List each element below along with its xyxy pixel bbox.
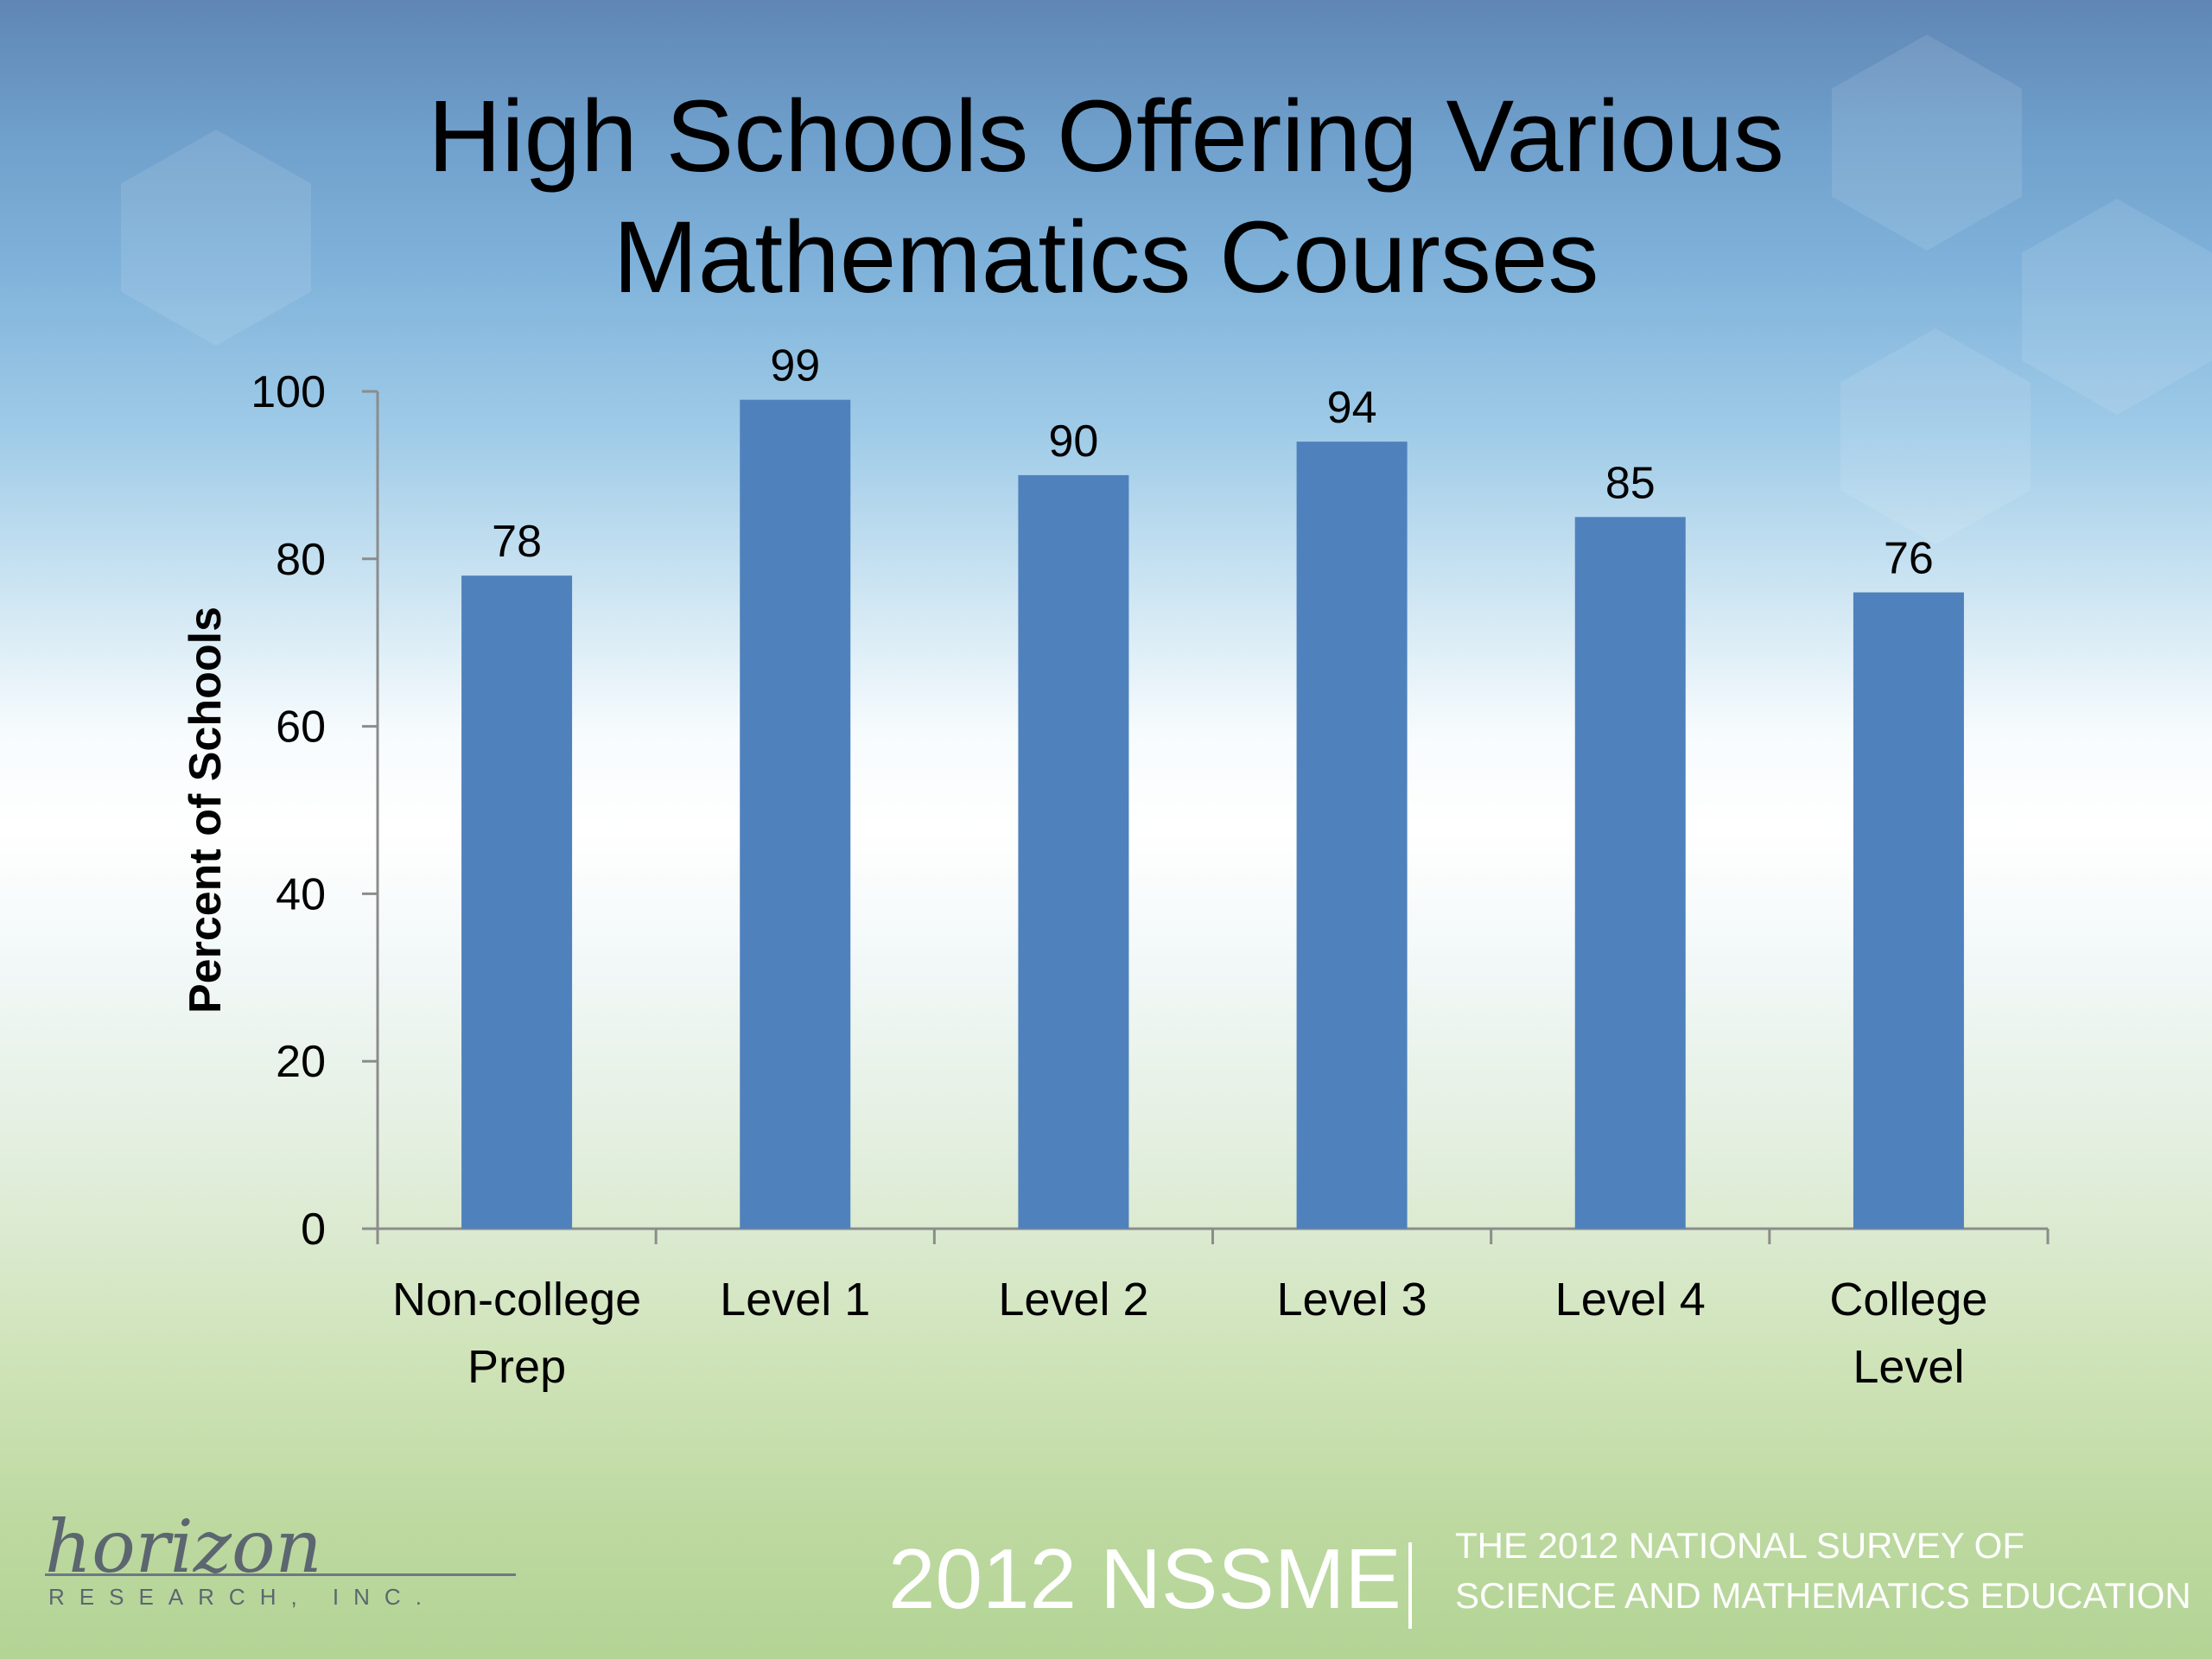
bar <box>740 399 851 1229</box>
slide-title: High Schools Offering Various Mathematic… <box>0 76 2212 318</box>
category-label: College <box>1829 1274 1987 1325</box>
slide-title-line-2: Mathematics Courses <box>613 200 1599 315</box>
y-axis-title: Percent of Schools <box>181 607 231 1014</box>
event-name: 2012 NSSME <box>888 1531 1402 1626</box>
data-label: 78 <box>492 517 542 567</box>
data-label: 76 <box>1884 534 1934 584</box>
y-tick-label: 40 <box>276 869 326 919</box>
logo-wordmark: horizon <box>45 1504 322 1589</box>
bar <box>1018 474 1129 1229</box>
y-tick-label: 20 <box>276 1037 326 1087</box>
category-label: Level 3 <box>1277 1274 1427 1325</box>
category-label: Level 4 <box>1555 1274 1706 1325</box>
category-label: Level 1 <box>720 1274 870 1325</box>
background-hexagon <box>1840 328 2031 544</box>
horizon-logo: horizon RESEARCH, INC. <box>45 1504 516 1610</box>
footer-divider <box>1408 1542 1412 1629</box>
data-label: 99 <box>770 341 820 391</box>
data-label: 94 <box>1327 383 1377 433</box>
footer-subtitle-line-2: SCIENCE AND MATHEMATICS EDUCATION <box>1455 1575 2191 1616</box>
category-label: Prep <box>467 1341 566 1393</box>
y-tick-label: 80 <box>276 535 326 585</box>
data-label: 85 <box>1605 458 1656 508</box>
bar <box>461 575 573 1229</box>
background-hexagon <box>1832 35 2022 251</box>
logo-subtext: RESEARCH, INC. <box>48 1584 436 1610</box>
category-label: Level 2 <box>998 1274 1148 1325</box>
slide-title-line-1: High Schools Offering Various <box>428 79 1784 194</box>
background-hexagon <box>2022 199 2212 415</box>
category-label: Non-college <box>392 1274 641 1325</box>
y-tick-label: 100 <box>251 367 326 417</box>
footer-subtitle: THE 2012 NATIONAL SURVEY OF SCIENCE AND … <box>1455 1521 2191 1621</box>
bar <box>1296 442 1408 1229</box>
footer-subtitle-line-1: THE 2012 NATIONAL SURVEY OF <box>1455 1525 2024 1566</box>
category-label: Level <box>1853 1341 1964 1393</box>
logo-underline <box>45 1573 516 1576</box>
bar <box>1853 592 1964 1229</box>
y-tick-label: 0 <box>301 1205 326 1255</box>
y-tick-label: 60 <box>276 702 326 753</box>
bar <box>1574 517 1686 1229</box>
bar-chart: 0 20 40 60 80 100 Percent of Schools 78 Non-coll… <box>181 341 2050 1393</box>
data-label: 90 <box>1048 416 1098 467</box>
